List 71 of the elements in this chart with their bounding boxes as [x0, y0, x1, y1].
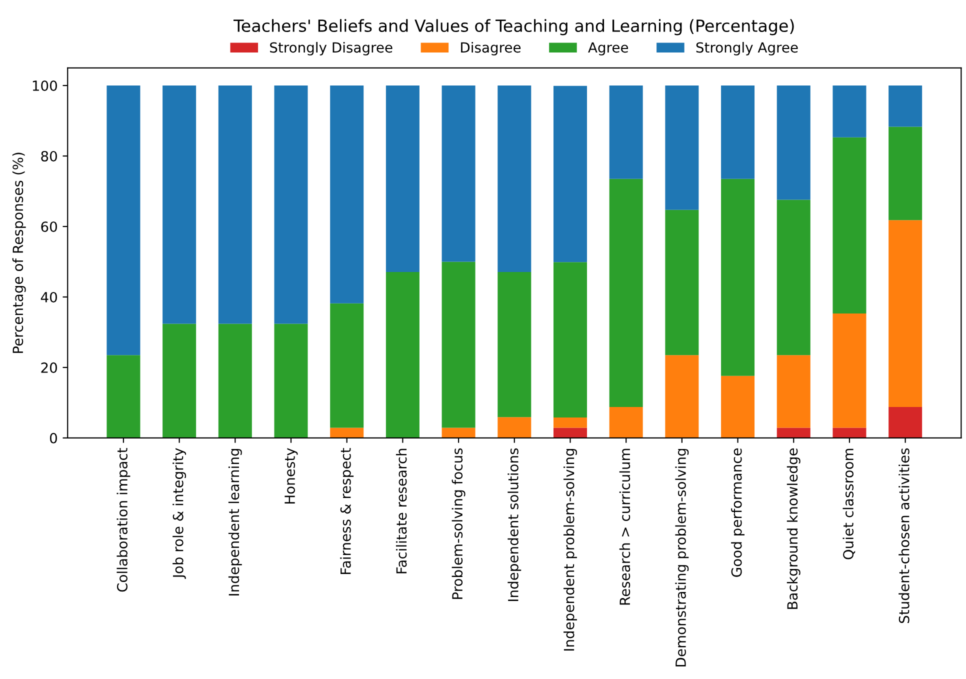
bar	[609, 406, 643, 438]
bar	[776, 200, 810, 356]
chart-title: Teachers' Beliefs and Values of Teaching and Learning (Percentage)	[234, 19, 794, 36]
y-axis-title: Percentage of Responses (%)	[12, 152, 26, 353]
bar	[498, 417, 532, 438]
bar	[609, 86, 643, 179]
bar	[832, 137, 866, 314]
x-tick-label: Collaboration impact	[116, 448, 130, 592]
bar	[498, 86, 532, 272]
x-tick-label: Independent problem-solving	[564, 448, 577, 651]
bar	[665, 355, 699, 438]
bar	[498, 272, 532, 418]
x-tick-label: Background knowledge	[786, 448, 800, 609]
legend-label: Strongly Disagree	[270, 42, 392, 56]
y-tick-label: 0	[50, 432, 57, 444]
x-tick-label: Independent learning	[228, 448, 242, 596]
bar	[274, 324, 308, 438]
bar	[665, 210, 699, 356]
x-tick-label: Student-chosen activities	[898, 448, 910, 623]
bar	[442, 86, 476, 262]
bar	[218, 324, 252, 438]
bar	[553, 262, 587, 418]
x-tick-label: Independent solutions	[508, 448, 522, 601]
y-tick-label: 80	[41, 150, 57, 162]
x-tick-label: Research > curriculum	[619, 448, 630, 605]
x-tick-label: Job role & integrity	[172, 448, 186, 579]
bar	[888, 86, 922, 127]
bar	[832, 428, 866, 438]
y-tick-label: 100	[32, 80, 57, 91]
bar	[106, 86, 140, 356]
bar	[776, 428, 810, 438]
legend-label: Disagree	[461, 42, 521, 56]
bar	[330, 303, 364, 428]
bar	[721, 178, 755, 376]
x-tick-label: Facilitate research	[396, 448, 407, 574]
bar	[776, 86, 810, 200]
bar	[665, 86, 699, 210]
bar	[330, 428, 364, 438]
bar	[553, 418, 587, 428]
bar	[832, 314, 866, 428]
x-tick-label: Demonstrating problem-solving	[675, 448, 689, 666]
bar	[553, 428, 587, 438]
bar	[888, 220, 922, 407]
bar	[386, 272, 420, 438]
bar	[721, 376, 755, 438]
x-tick-label: Good performance	[731, 448, 745, 577]
x-tick-label: Honesty	[284, 448, 298, 504]
y-tick-label: 40	[40, 292, 57, 302]
bar	[330, 86, 364, 304]
bar	[832, 86, 866, 138]
legend-label: Agree	[588, 42, 628, 56]
x-tick-label: Fairness & respect	[340, 448, 354, 574]
bar	[386, 86, 420, 272]
bar	[888, 126, 922, 220]
bar	[442, 262, 476, 428]
bar	[609, 178, 643, 407]
bar	[553, 86, 587, 262]
bar	[888, 406, 922, 438]
x-tick-label: Problem-solving focus	[452, 448, 466, 599]
y-tick-label: 60	[41, 221, 57, 232]
bar	[442, 428, 476, 438]
bar	[776, 355, 810, 428]
bar	[218, 86, 252, 324]
bar	[162, 324, 196, 438]
bar	[106, 355, 140, 438]
bar	[721, 86, 755, 179]
x-tick-label: Quiet classroom	[842, 448, 856, 560]
legend-label: Strongly Agree	[696, 42, 798, 56]
y-tick-label: 20	[41, 362, 57, 373]
bar	[162, 86, 196, 324]
bar	[274, 86, 308, 324]
